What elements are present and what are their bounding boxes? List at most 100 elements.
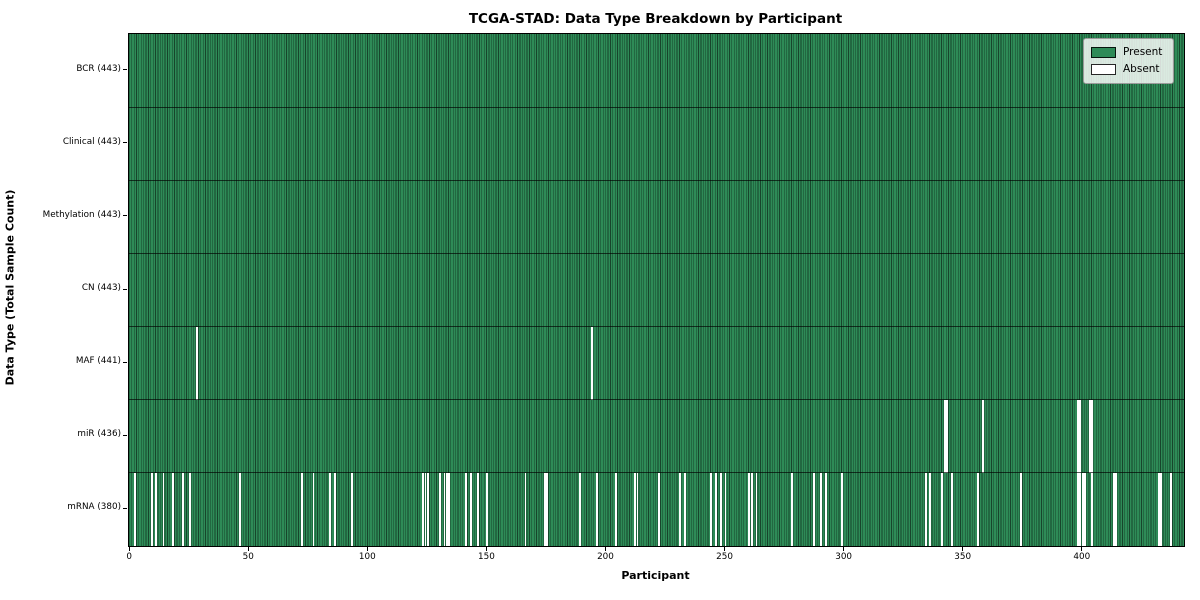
absent-stripe-mRNA-414 <box>1115 472 1118 546</box>
absent-stripe-mRNA-130 <box>438 472 441 546</box>
absent-stripe-mRNA-336 <box>929 472 932 546</box>
y-tick-mark <box>123 434 127 436</box>
x-tick-label-50: 50 <box>242 552 254 562</box>
x-tick-label-250: 250 <box>716 552 733 562</box>
absent-stripe-mRNA-404 <box>1091 472 1094 546</box>
absent-stripe-miR-398 <box>1077 399 1079 473</box>
y-tick-mark <box>123 507 127 509</box>
absent-stripe-mRNA-287 <box>812 472 815 546</box>
absent-stripe-mRNA-174 <box>543 472 546 546</box>
absent-stripe-mRNA-399 <box>1079 472 1082 546</box>
x-tick-label-350: 350 <box>954 552 972 562</box>
absent-stripe-miR-343 <box>946 399 948 473</box>
x-tick-mark <box>1081 547 1083 551</box>
y-tick-mark <box>123 215 127 217</box>
plot-area <box>128 33 1185 547</box>
absent-stripe-miR-358 <box>981 399 984 473</box>
x-tick-mark <box>128 547 130 551</box>
x-tick-label-150: 150 <box>478 552 495 562</box>
absent-stripe-mRNA-222 <box>657 472 660 546</box>
x-tick-mark <box>962 547 964 551</box>
absent-stripe-mRNA-124 <box>424 472 427 546</box>
absent-stripe-mRNA-356 <box>977 472 979 546</box>
absent-stripe-mRNA-233 <box>684 472 686 546</box>
absent-stripe-mRNA-292 <box>824 472 827 546</box>
absent-stripe-miR-342 <box>943 399 946 473</box>
absent-stripe-miR-404 <box>1091 399 1094 473</box>
absent-stripe-mRNA-189 <box>579 472 582 546</box>
absent-stripe-mRNA-123 <box>422 472 425 546</box>
absent-stripe-mRNA-345 <box>950 472 953 546</box>
x-tick-mark <box>604 547 606 551</box>
absent-stripe-mRNA-398 <box>1077 472 1079 546</box>
row-divider <box>129 326 1184 328</box>
y-tick-label-MAF: MAF (441) <box>75 356 121 367</box>
absent-stripe-mRNA-133 <box>445 472 448 546</box>
absent-stripe-mRNA-141 <box>465 472 467 546</box>
y-tick-mark <box>123 69 127 71</box>
row-divider <box>129 252 1184 254</box>
absent-stripe-mRNA-196 <box>596 472 598 546</box>
absent-stripe-mRNA-134 <box>448 472 451 546</box>
absent-stripe-mRNA-46 <box>238 472 241 546</box>
absent-stripe-mRNA-125 <box>426 472 429 546</box>
absent-stripe-miR-403 <box>1088 399 1091 473</box>
x-tick-label-200: 200 <box>597 552 614 562</box>
x-tick-mark <box>247 547 249 551</box>
x-tick-mark <box>724 547 726 551</box>
y-tick-label-BCR: BCR (443) <box>76 63 121 74</box>
y-tick-mark <box>123 288 127 290</box>
absent-stripe-mRNA-231 <box>679 472 682 546</box>
x-axis-label: Participant <box>621 569 690 582</box>
absent-stripe-mRNA-14 <box>162 472 165 546</box>
x-tick-label-300: 300 <box>835 552 853 562</box>
row-divider <box>129 179 1184 181</box>
absent-stripe-mRNA-334 <box>924 472 927 546</box>
absent-stripe-mRNA-132 <box>443 472 446 546</box>
absent-stripe-mRNA-166 <box>524 472 527 546</box>
row-divider <box>129 399 1184 401</box>
absent-stripe-mRNA-9 <box>150 472 153 546</box>
absent-stripe-mRNA-246 <box>715 472 717 546</box>
absent-stripe-mRNA-22 <box>181 472 184 546</box>
absent-stripe-mRNA-341 <box>941 472 944 546</box>
absent-stripe-mRNA-72 <box>300 472 303 546</box>
x-tick-mark <box>366 547 368 551</box>
absent-swatch <box>1091 64 1116 75</box>
absent-stripe-mRNA-204 <box>615 472 617 546</box>
absent-stripe-mRNA-175 <box>546 472 548 546</box>
absent-stripe-mRNA-143 <box>469 472 472 546</box>
absent-stripe-mRNA-400 <box>1081 472 1084 546</box>
legend-label-present: Present <box>1123 46 1163 59</box>
absent-stripe-mRNA-263 <box>755 472 758 546</box>
absent-stripe-MAF-28 <box>195 326 198 400</box>
x-tick-mark <box>485 547 487 551</box>
absent-stripe-mRNA-86 <box>334 472 336 546</box>
legend: Present Absent <box>1083 38 1174 84</box>
chart-title: TCGA-STAD: Data Type Breakdown by Partic… <box>468 11 843 27</box>
y-tick-label-Clinical: Clinical (443) <box>62 136 121 147</box>
absent-stripe-miR-399 <box>1079 399 1082 473</box>
y-tick-label-mRNA: mRNA (380) <box>67 502 121 513</box>
absent-stripe-mRNA-413 <box>1112 472 1115 546</box>
x-tick-label-400: 400 <box>1073 552 1091 562</box>
legend-label-absent: Absent <box>1123 63 1160 76</box>
legend-item-absent: Absent <box>1091 61 1166 78</box>
absent-stripe-mRNA-250 <box>724 472 727 546</box>
absent-stripe-mRNA-25 <box>188 472 191 546</box>
y-tick-label-CN: CN (443) <box>81 283 121 293</box>
absent-stripe-mRNA-213 <box>636 472 639 546</box>
absent-stripe-mRNA-374 <box>1019 472 1022 546</box>
absent-stripe-mRNA-77 <box>312 472 315 546</box>
absent-stripe-mRNA-299 <box>841 472 844 546</box>
absent-stripe-mRNA-278 <box>791 472 794 546</box>
absent-stripe-mRNA-260 <box>748 472 751 546</box>
legend-item-present: Present <box>1091 44 1166 61</box>
x-tick-label-100: 100 <box>358 552 376 562</box>
absent-stripe-mRNA-401 <box>1084 472 1087 546</box>
present-swatch <box>1091 47 1116 58</box>
absent-stripe-mRNA-93 <box>350 472 353 546</box>
absent-stripe-mRNA-150 <box>486 472 489 546</box>
absent-stripe-mRNA-433 <box>1160 472 1163 546</box>
